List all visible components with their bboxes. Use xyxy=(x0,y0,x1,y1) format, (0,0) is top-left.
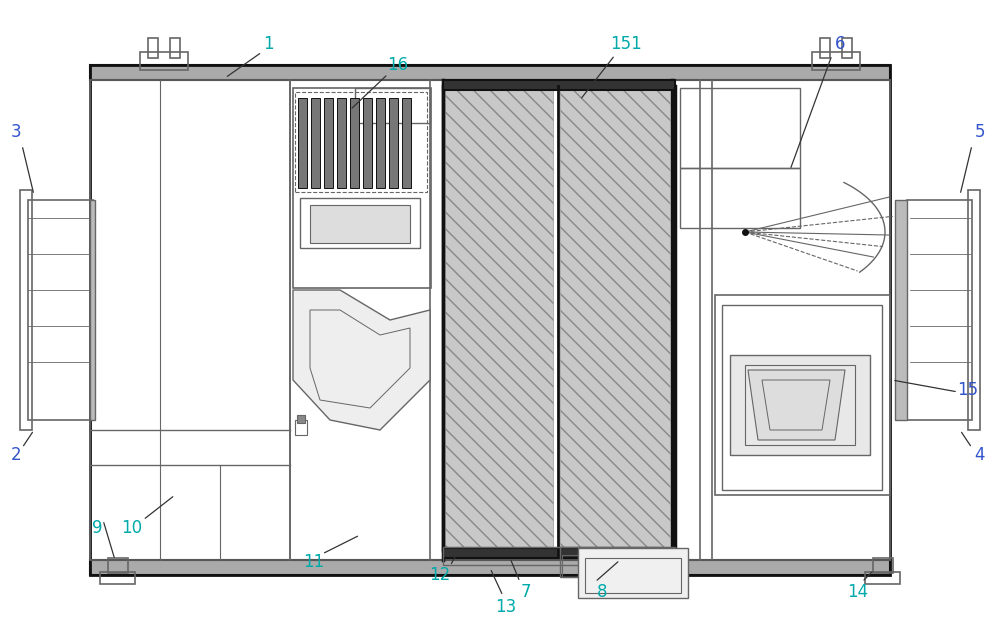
Text: 3: 3 xyxy=(11,123,21,141)
Bar xyxy=(443,86,675,550)
Text: 15: 15 xyxy=(957,381,979,399)
Text: 1: 1 xyxy=(263,35,273,53)
Bar xyxy=(585,558,681,593)
Text: 2: 2 xyxy=(11,446,21,464)
Bar xyxy=(865,572,900,584)
Bar xyxy=(562,555,658,577)
Bar xyxy=(28,200,93,420)
Bar xyxy=(968,190,980,430)
Bar xyxy=(20,190,32,430)
Text: 10: 10 xyxy=(121,519,143,537)
Text: 13: 13 xyxy=(495,598,517,616)
Bar xyxy=(295,420,307,435)
Text: 14: 14 xyxy=(847,583,869,601)
Bar xyxy=(298,98,307,188)
Bar xyxy=(300,198,420,248)
Text: 151: 151 xyxy=(610,35,642,53)
Bar xyxy=(170,38,180,58)
Bar xyxy=(100,572,135,584)
Bar xyxy=(907,200,972,420)
Bar xyxy=(295,92,427,192)
Bar xyxy=(389,98,398,188)
Bar xyxy=(445,88,553,548)
Bar xyxy=(402,98,411,188)
Bar xyxy=(90,200,95,420)
Bar xyxy=(680,168,800,228)
Bar xyxy=(873,558,893,573)
Bar xyxy=(578,548,688,598)
Bar xyxy=(443,80,675,90)
Bar xyxy=(376,98,385,188)
Bar xyxy=(842,38,852,58)
Bar xyxy=(745,365,855,445)
Text: 5: 5 xyxy=(975,123,985,141)
Bar xyxy=(812,52,860,70)
Text: 4: 4 xyxy=(975,446,985,464)
Bar xyxy=(90,65,890,80)
Bar xyxy=(337,98,346,188)
Bar xyxy=(350,98,359,188)
Bar xyxy=(324,98,333,188)
Text: 9: 9 xyxy=(92,519,102,537)
Polygon shape xyxy=(293,290,430,430)
Text: 7: 7 xyxy=(521,583,531,601)
Text: 8: 8 xyxy=(597,583,607,601)
Bar xyxy=(90,80,290,560)
Bar xyxy=(148,38,158,58)
Bar xyxy=(443,547,675,565)
Text: 6: 6 xyxy=(835,35,845,53)
Bar xyxy=(90,560,890,575)
Text: 16: 16 xyxy=(387,56,409,74)
Bar xyxy=(730,355,870,455)
Polygon shape xyxy=(748,370,845,440)
Bar xyxy=(443,548,675,558)
Bar xyxy=(895,200,907,420)
Bar xyxy=(293,88,431,288)
Bar xyxy=(310,205,410,243)
Bar xyxy=(355,88,430,123)
Bar xyxy=(820,38,830,58)
Bar xyxy=(108,558,128,573)
Bar xyxy=(140,52,188,70)
Bar xyxy=(680,88,800,168)
Bar xyxy=(90,65,890,575)
Bar xyxy=(560,547,660,577)
Text: 12: 12 xyxy=(429,566,451,584)
Bar xyxy=(722,305,882,490)
Bar xyxy=(363,98,372,188)
Bar xyxy=(715,295,890,495)
Bar xyxy=(297,415,305,423)
Text: 11: 11 xyxy=(303,553,325,571)
Bar xyxy=(290,80,890,560)
Bar xyxy=(560,88,670,548)
Bar xyxy=(311,98,320,188)
